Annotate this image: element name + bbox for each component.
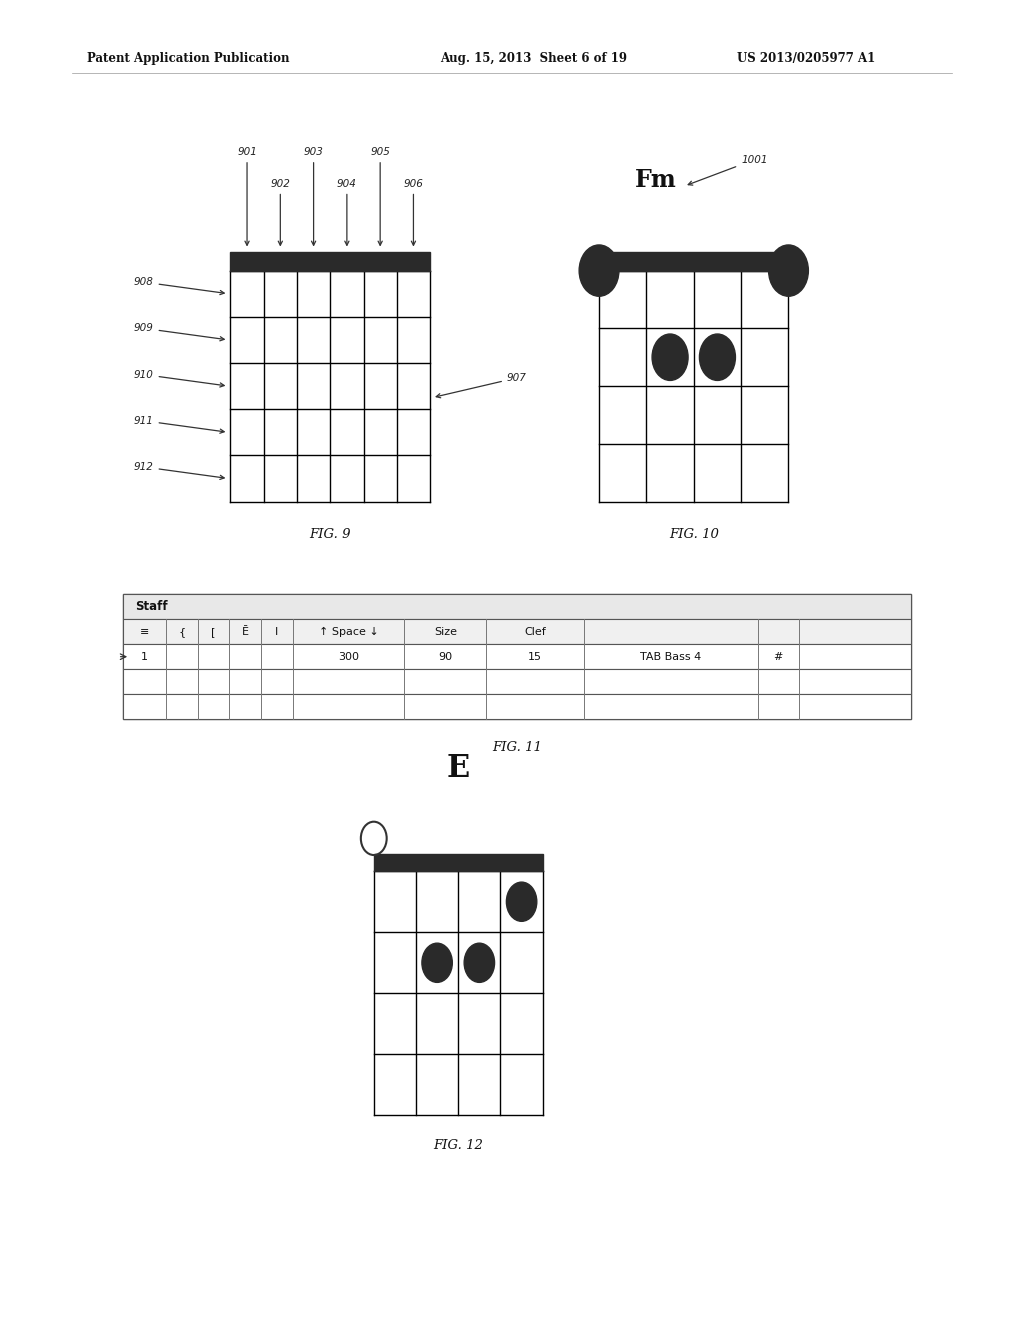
Text: [: [ <box>211 627 216 636</box>
Circle shape <box>507 882 537 921</box>
Text: Staff: Staff <box>135 601 168 612</box>
Text: Patent Application Publication: Patent Application Publication <box>87 51 290 65</box>
Text: Aug. 15, 2013  Sheet 6 of 19: Aug. 15, 2013 Sheet 6 of 19 <box>440 51 628 65</box>
Text: Size: Size <box>434 627 457 636</box>
Text: FIG. 9: FIG. 9 <box>309 528 351 541</box>
Bar <box>123 669 911 694</box>
Text: I: I <box>275 627 279 636</box>
Text: 300: 300 <box>338 652 359 661</box>
Text: 912: 912 <box>134 462 224 479</box>
Text: TAB Bass 4: TAB Bass 4 <box>640 652 701 661</box>
Text: FIG. 10: FIG. 10 <box>669 528 719 541</box>
Circle shape <box>699 334 735 380</box>
Circle shape <box>769 246 808 296</box>
Text: 910: 910 <box>134 370 224 387</box>
Circle shape <box>652 334 688 380</box>
Text: 1: 1 <box>141 652 147 661</box>
Text: 903: 903 <box>304 147 324 246</box>
Text: 905: 905 <box>371 147 390 246</box>
Bar <box>374 854 543 871</box>
Text: #: # <box>773 652 783 661</box>
Text: 906: 906 <box>403 178 423 246</box>
Text: 909: 909 <box>134 323 224 341</box>
Text: Fm: Fm <box>635 168 677 191</box>
Text: E: E <box>446 752 470 784</box>
Bar <box>123 694 911 719</box>
Bar <box>123 594 911 619</box>
Text: ↑ Space ↓: ↑ Space ↓ <box>318 627 379 636</box>
Text: 907: 907 <box>436 372 526 397</box>
Text: 901: 901 <box>238 147 257 246</box>
Bar <box>230 252 430 271</box>
Circle shape <box>422 944 453 982</box>
Text: Ē: Ē <box>242 627 249 636</box>
Text: 15: 15 <box>528 652 542 661</box>
Text: US 2013/0205977 A1: US 2013/0205977 A1 <box>737 51 876 65</box>
FancyBboxPatch shape <box>123 594 911 719</box>
Text: FIG. 12: FIG. 12 <box>433 1139 483 1152</box>
Bar <box>123 644 911 669</box>
Bar <box>599 252 788 271</box>
Text: ≡: ≡ <box>139 627 150 636</box>
Circle shape <box>464 944 495 982</box>
Text: 908: 908 <box>134 277 224 294</box>
Text: 90: 90 <box>438 652 453 661</box>
Text: 911: 911 <box>134 416 224 433</box>
Text: 904: 904 <box>337 178 356 246</box>
Text: 902: 902 <box>270 178 290 246</box>
Text: 1001: 1001 <box>688 154 768 185</box>
Circle shape <box>580 246 618 296</box>
Text: FIG. 11: FIG. 11 <box>493 741 542 754</box>
Text: {: { <box>178 627 185 636</box>
Text: Clef: Clef <box>524 627 546 636</box>
Bar <box>123 619 911 644</box>
